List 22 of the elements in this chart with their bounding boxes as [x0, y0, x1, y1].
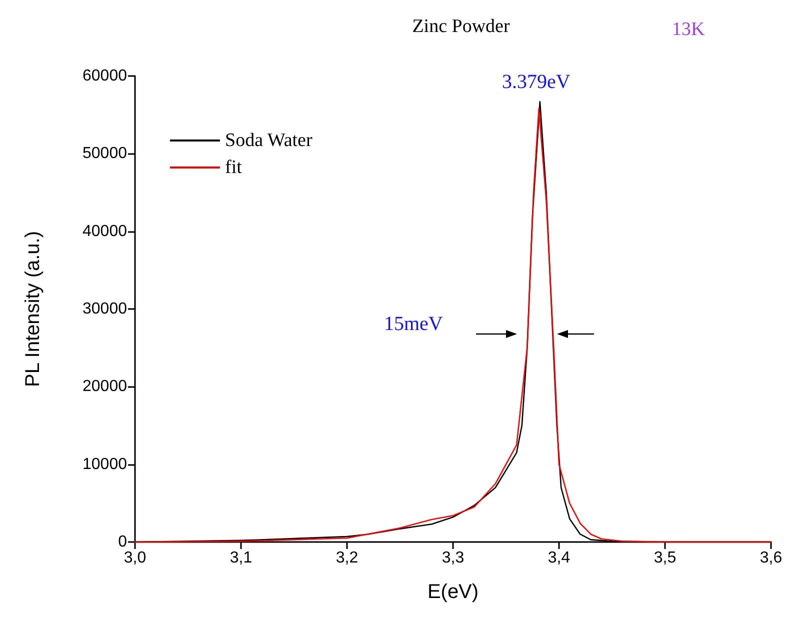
y-tick-label: 60000 [82, 68, 128, 84]
y-tick-label: 40000 [82, 222, 128, 240]
y-axis-title: PL Intensity (a.u.) [22, 231, 44, 387]
legend-label: Soda Water [225, 130, 313, 151]
chart-title: Zinc Powder [412, 16, 510, 37]
y-tick-label: 50000 [82, 145, 128, 162]
x-tick-label: 3,4 [548, 550, 570, 566]
annotation: 15meV [384, 313, 444, 335]
x-tick-label: 3,5 [654, 550, 676, 566]
y-tick-label: 0 [118, 534, 128, 550]
text: 13K [672, 19, 705, 40]
legend-label: fit [225, 157, 243, 178]
x-tick-label: 3,0 [124, 550, 146, 566]
x-tick-label: 3,2 [336, 550, 358, 566]
y-tick-label: 10000 [82, 456, 128, 473]
x-tick-label: 3,1 [230, 550, 252, 566]
x-tick-label: 3,6 [760, 550, 782, 566]
y-tick-label: 30000 [82, 300, 128, 318]
x-axis-title: E(eV) [427, 581, 479, 603]
x-tick-label: 3,3 [442, 550, 464, 566]
y-tick-label: 20000 [82, 378, 128, 396]
annotation: 3.379eV [502, 71, 571, 93]
